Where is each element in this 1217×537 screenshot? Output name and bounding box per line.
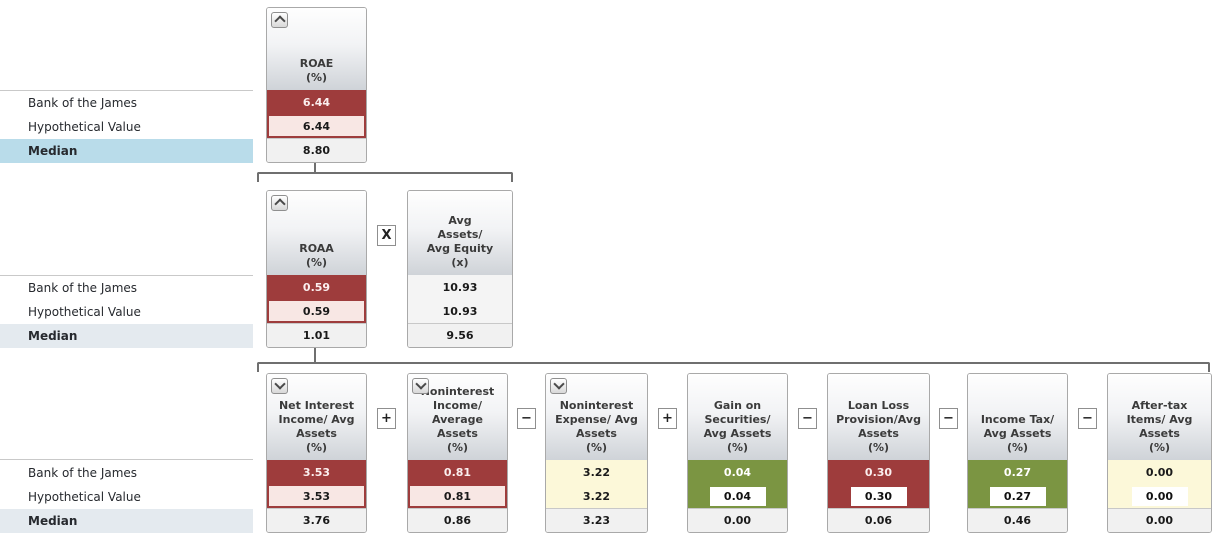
box-leverage: Avg Assets/ Avg Equity (x) 10.93 10.93 9… (407, 190, 513, 348)
cell-roaa-median: 1.01 (267, 323, 366, 347)
cell-noninterest-income-median: 0.86 (408, 508, 507, 532)
row-label-bank-s3: Bank of the James (28, 466, 138, 480)
cell-after-tax-items-bank: 0.00 (1108, 460, 1211, 484)
box-noninterest-income: Noninterest Income/ Average Assets (%) 0… (407, 373, 508, 533)
cell-roaa-hypothetical[interactable]: 0.59 (267, 299, 366, 323)
box-title-roae: ROAE (%) (299, 57, 334, 84)
cell-income-tax-bank: 0.27 (968, 460, 1067, 484)
operator-minus-2: − (798, 408, 817, 429)
hypothetical-input[interactable]: 0.04 (709, 486, 766, 506)
cell-income-tax-hypothetical: 0.27 (968, 484, 1067, 508)
label-divider (0, 459, 253, 460)
box-title-income-tax: Income Tax/ Avg Assets (%) (980, 413, 1055, 454)
hypothetical-input[interactable]: 0.30 (850, 486, 907, 506)
operator-minus-3: − (939, 408, 958, 429)
box-net-interest-income-header: Net Interest Income/ Avg Assets (%) (267, 374, 366, 460)
cell-gain-on-securities-median: 0.00 (688, 508, 787, 532)
box-income-tax-header: Income Tax/ Avg Assets (%) (968, 374, 1067, 460)
cell-loan-loss-provision-bank: 0.30 (828, 460, 929, 484)
cell-noninterest-expense-hypothetical[interactable]: 3.22 (546, 484, 647, 508)
cell-after-tax-items-median: 0.00 (1108, 508, 1211, 532)
cell-noninterest-income-hypothetical[interactable]: 0.81 (408, 484, 507, 508)
box-roaa: ROAA (%) 0.59 0.59 1.01 (266, 190, 367, 348)
box-after-tax-items: After-tax Items/ Avg Assets (%) 0.00 0.0… (1107, 373, 1212, 533)
box-noninterest-expense: Noninterest Expense/ Avg Assets (%) 3.22… (545, 373, 648, 533)
label-divider (0, 90, 253, 91)
operator-multiply: X (377, 225, 396, 246)
connector-bracket-level2 (257, 172, 513, 182)
cell-net-interest-income-hypothetical[interactable]: 3.53 (267, 484, 366, 508)
cell-roae-bank: 6.44 (267, 90, 366, 114)
label-divider (0, 275, 253, 276)
cell-net-interest-income-bank: 3.53 (267, 460, 366, 484)
box-title-loan-loss-provision: Loan Loss Provision/Avg Assets (%) (836, 399, 921, 454)
hypothetical-input[interactable]: 0.00 (1131, 486, 1188, 506)
expand-button-noninterest-income[interactable] (412, 378, 429, 394)
row-label-hypothetical-s1: Hypothetical Value (28, 120, 141, 134)
box-title-net-interest-income: Net Interest Income/ Avg Assets (%) (278, 399, 355, 454)
box-after-tax-items-header: After-tax Items/ Avg Assets (%) (1108, 374, 1211, 460)
connector-stub-roae (314, 163, 316, 172)
row-label-bank-s2: Bank of the James (28, 281, 138, 295)
box-loan-loss-provision-header: Loan Loss Provision/Avg Assets (%) (828, 374, 929, 460)
cell-gain-on-securities-hypothetical: 0.04 (688, 484, 787, 508)
cell-roaa-bank: 0.59 (267, 275, 366, 299)
box-title-gain-on-securities: Gain on Securities/ Avg Assets (%) (703, 399, 772, 454)
chevron-up-icon (273, 198, 286, 210)
chevron-down-icon (414, 378, 427, 390)
row-label-bank-s1: Bank of the James (28, 96, 138, 110)
cell-net-interest-income-median: 3.76 (267, 508, 366, 532)
box-noninterest-expense-header: Noninterest Expense/ Avg Assets (%) (546, 374, 647, 460)
row-label-hypothetical-s2: Hypothetical Value (28, 305, 141, 319)
box-loan-loss-provision: Loan Loss Provision/Avg Assets (%) 0.30 … (827, 373, 930, 533)
cell-gain-on-securities-bank: 0.04 (688, 460, 787, 484)
row-label-median-s2: Median (0, 324, 253, 348)
box-roaa-header: ROAA (%) (267, 191, 366, 275)
cell-loan-loss-provision-median: 0.06 (828, 508, 929, 532)
collapse-button-roae[interactable] (271, 12, 288, 28)
hypothetical-input[interactable]: 0.27 (989, 486, 1046, 506)
box-title-noninterest-income: Noninterest Income/ Average Assets (%) (420, 385, 495, 454)
cell-roae-hypothetical[interactable]: 6.44 (267, 114, 366, 138)
cell-roae-median: 8.80 (267, 138, 366, 162)
box-roae: ROAE (%) 6.44 6.44 8.80 (266, 7, 367, 163)
box-roae-header: ROAE (%) (267, 8, 366, 90)
operator-minus-4: − (1078, 408, 1097, 429)
cell-after-tax-items-hypothetical: 0.00 (1108, 484, 1211, 508)
cell-noninterest-expense-bank: 3.22 (546, 460, 647, 484)
operator-plus-1: + (377, 408, 396, 429)
operator-minus-1: − (517, 408, 536, 429)
chevron-down-icon (273, 378, 286, 390)
box-title-roaa: ROAA (%) (299, 242, 334, 269)
cell-loan-loss-provision-hypothetical: 0.30 (828, 484, 929, 508)
expand-button-net-interest-income[interactable] (271, 378, 288, 394)
chevron-down-icon (552, 378, 565, 390)
cell-leverage-bank: 10.93 (408, 275, 512, 299)
box-noninterest-income-header: Noninterest Income/ Average Assets (%) (408, 374, 507, 460)
cell-noninterest-income-bank: 0.81 (408, 460, 507, 484)
box-net-interest-income: Net Interest Income/ Avg Assets (%) 3.53… (266, 373, 367, 533)
cell-noninterest-expense-median: 3.23 (546, 508, 647, 532)
expand-button-noninterest-expense[interactable] (550, 378, 567, 394)
cell-leverage-median: 9.56 (408, 323, 512, 347)
chevron-up-icon (273, 15, 286, 27)
cell-leverage-hypothetical[interactable]: 10.93 (408, 299, 512, 323)
row-label-median-s1: Median (0, 139, 253, 163)
cell-income-tax-median: 0.46 (968, 508, 1067, 532)
row-label-median-s3: Median (0, 509, 253, 533)
box-gain-on-securities: Gain on Securities/ Avg Assets (%) 0.04 … (687, 373, 788, 533)
box-title-noninterest-expense: Noninterest Expense/ Avg Assets (%) (555, 399, 638, 454)
collapse-button-roaa[interactable] (271, 195, 288, 211)
box-gain-on-securities-header: Gain on Securities/ Avg Assets (%) (688, 374, 787, 460)
box-title-after-tax-items: After-tax Items/ Avg Assets (%) (1126, 399, 1193, 454)
connector-stub-roaa (314, 348, 316, 363)
box-title-leverage: Avg Assets/ Avg Equity (x) (426, 214, 494, 269)
connector-bracket-level3 (257, 362, 1210, 372)
box-leverage-header: Avg Assets/ Avg Equity (x) (408, 191, 512, 275)
operator-plus-2: + (658, 408, 677, 429)
box-income-tax: Income Tax/ Avg Assets (%) 0.27 0.27 0.4… (967, 373, 1068, 533)
row-label-hypothetical-s3: Hypothetical Value (28, 490, 141, 504)
